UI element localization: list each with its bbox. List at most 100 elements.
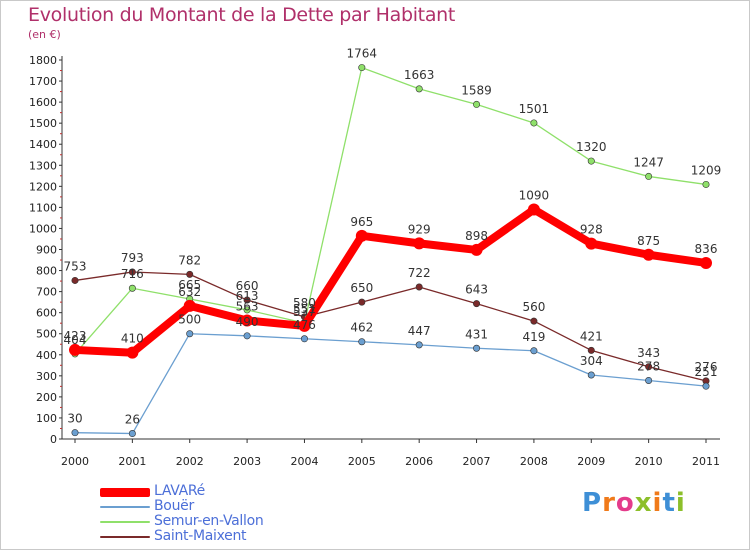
data-point xyxy=(527,203,540,216)
logo-letter: i xyxy=(652,488,663,518)
data-point xyxy=(413,237,426,250)
y-tick-label: 400 xyxy=(36,349,57,362)
x-tick-label: 2003 xyxy=(233,455,261,468)
x-tick-label: 2000 xyxy=(61,455,89,468)
y-tick-label: 700 xyxy=(36,286,57,299)
data-label: 419 xyxy=(522,330,545,344)
y-tick-label: 1200 xyxy=(29,180,57,193)
data-point xyxy=(243,306,251,314)
legend-swatch xyxy=(100,487,150,497)
logo-letter: i xyxy=(675,488,686,518)
legend-swatch xyxy=(100,506,150,508)
legend-item: LAVARé xyxy=(100,484,320,499)
data-point xyxy=(186,330,194,338)
data-point xyxy=(473,100,481,108)
data-label: 476 xyxy=(293,318,316,332)
data-label: 660 xyxy=(236,279,259,293)
data-label: 875 xyxy=(637,234,660,248)
legend-item: Semur-en-Vallon xyxy=(100,514,320,529)
data-point xyxy=(358,298,366,306)
data-point xyxy=(642,248,655,261)
data-label: 1764 xyxy=(347,47,378,61)
logo-letter: o xyxy=(615,488,635,518)
legend-label: LAVARé xyxy=(154,483,205,499)
x-tick-label: 2008 xyxy=(520,455,548,468)
data-label: 30 xyxy=(67,412,82,426)
data-point xyxy=(700,256,712,269)
x-tick-label: 2005 xyxy=(348,455,376,468)
data-label: 537 xyxy=(293,305,316,319)
y-tick-label: 1800 xyxy=(29,54,57,67)
data-point xyxy=(126,346,139,359)
data-label: 404 xyxy=(64,333,87,347)
data-label: 431 xyxy=(465,327,488,341)
data-label: 753 xyxy=(64,259,87,273)
data-point xyxy=(415,85,423,93)
data-label: 304 xyxy=(580,354,603,368)
data-label: 836 xyxy=(695,242,718,256)
data-point xyxy=(358,64,366,72)
y-tick-label: 1300 xyxy=(29,159,57,172)
y-tick-label: 1100 xyxy=(29,201,57,214)
data-point xyxy=(415,341,423,349)
y-tick-label: 600 xyxy=(36,307,57,320)
data-label: 500 xyxy=(178,313,201,327)
data-point xyxy=(645,363,653,371)
logo-letter: x xyxy=(634,488,653,518)
data-point xyxy=(473,300,481,308)
data-point xyxy=(530,317,538,325)
data-label: 928 xyxy=(580,223,603,237)
data-label: 965 xyxy=(350,215,373,229)
x-tick-label: 2004 xyxy=(290,455,318,468)
data-point xyxy=(71,429,79,437)
chart-unit-label: (en €) xyxy=(28,28,61,41)
data-label: 716 xyxy=(121,267,144,281)
data-label: 278 xyxy=(637,359,660,373)
data-label: 276 xyxy=(695,360,718,374)
series-line-Bouër xyxy=(74,333,707,435)
data-label: 343 xyxy=(637,346,660,360)
data-point xyxy=(128,284,136,292)
data-label: 1589 xyxy=(461,83,492,97)
data-label: 898 xyxy=(465,229,488,243)
data-point xyxy=(645,172,653,180)
data-point xyxy=(183,299,196,312)
data-point xyxy=(186,270,194,278)
data-label: 251 xyxy=(695,365,718,379)
data-label: 447 xyxy=(408,324,431,338)
legend-label: Semur-en-Vallon xyxy=(154,513,264,529)
data-point xyxy=(128,430,136,438)
y-tick-label: 800 xyxy=(36,265,57,278)
data-label: 410 xyxy=(121,332,144,346)
legend-item: Saint-Maixent xyxy=(100,529,320,544)
series-line-LAVARé xyxy=(71,205,710,357)
y-tick-label: 1000 xyxy=(29,222,57,235)
data-point xyxy=(241,314,254,327)
y-tick-label: 100 xyxy=(36,412,57,425)
series-line-Semur-en-Vallon xyxy=(74,66,707,355)
y-tick-label: 300 xyxy=(36,370,57,383)
data-point xyxy=(473,344,481,352)
x-tick-label: 2001 xyxy=(118,455,146,468)
logo-letter: r xyxy=(602,488,616,518)
data-label: 423 xyxy=(64,329,87,343)
series-line-Saint-Maixent xyxy=(74,271,707,382)
logo-letter: t xyxy=(662,488,676,518)
data-label: 560 xyxy=(522,300,545,314)
data-point xyxy=(470,243,483,256)
y-tick-label: 200 xyxy=(36,391,57,404)
data-point xyxy=(645,376,653,384)
data-label: 665 xyxy=(178,278,201,292)
x-tick-label: 2009 xyxy=(577,455,605,468)
data-point xyxy=(358,338,366,346)
y-tick-label: 0 xyxy=(50,433,57,446)
data-point xyxy=(71,276,79,284)
data-point xyxy=(585,237,598,250)
data-label: 580 xyxy=(293,296,316,310)
data-label: 632 xyxy=(178,285,201,299)
data-label: 462 xyxy=(350,321,373,335)
data-label: 1320 xyxy=(576,140,607,154)
y-tick-label: 1500 xyxy=(29,117,57,130)
proxiti-logo: Proxiti xyxy=(582,488,686,518)
